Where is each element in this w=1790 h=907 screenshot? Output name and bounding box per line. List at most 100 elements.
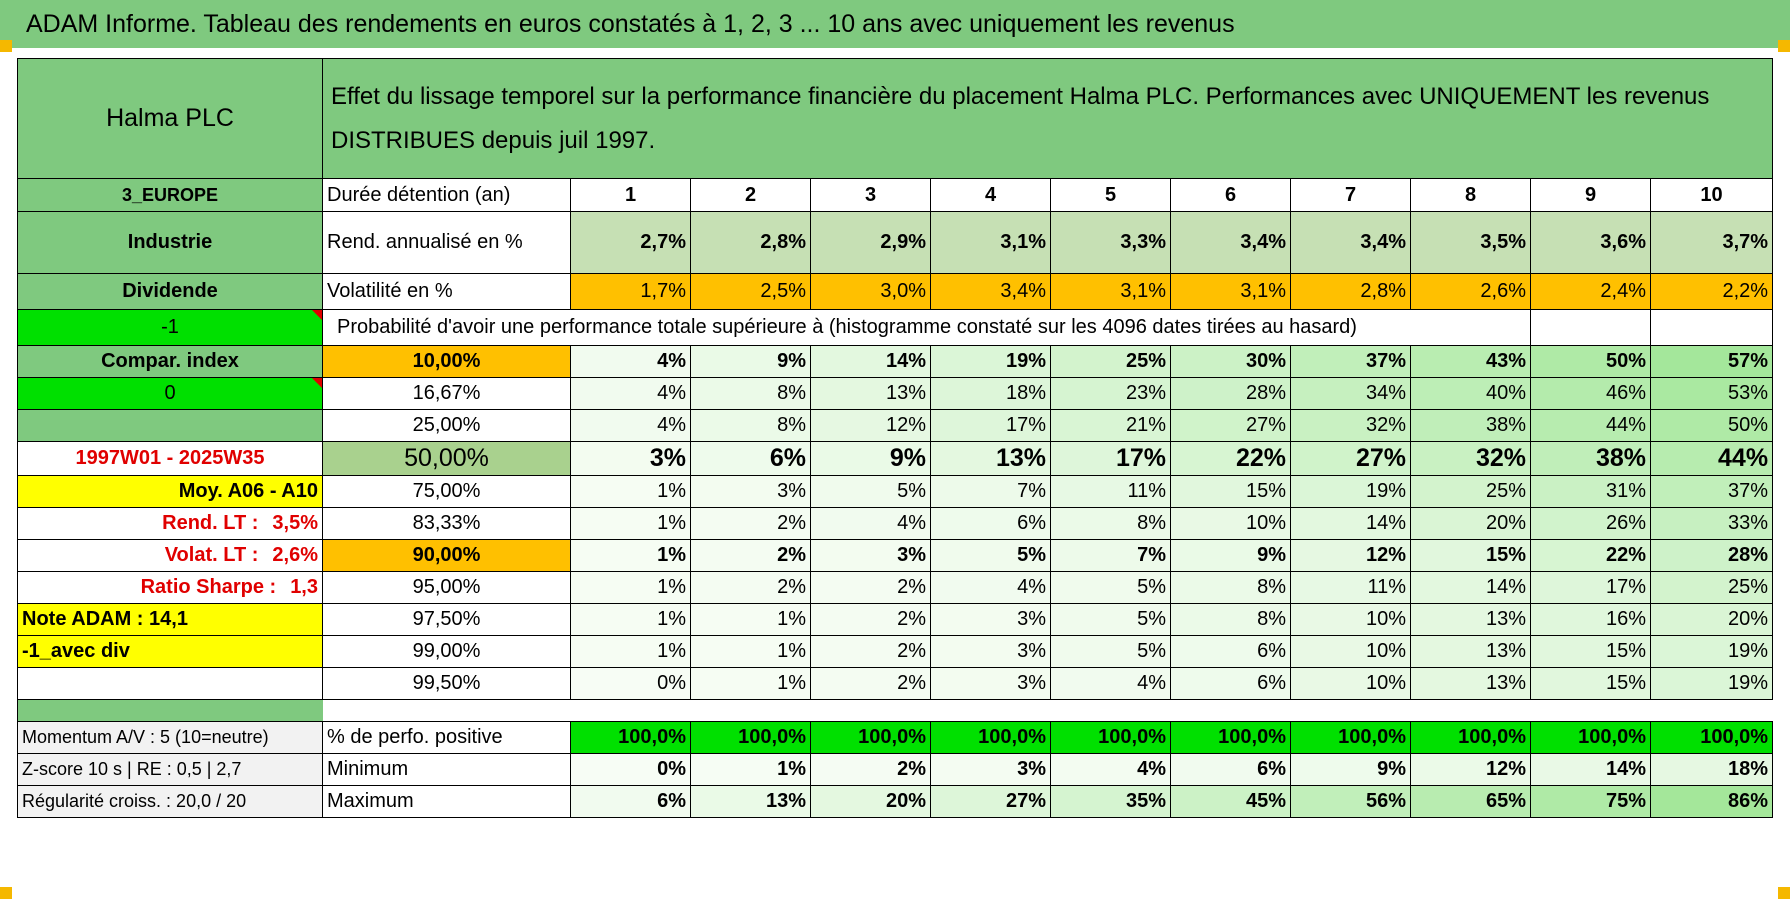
probability-value: 4% [570,377,691,410]
rend-lt-label-text: Rend. LT : [162,512,259,534]
performance-table: Halma PLC Effet du lissage temporel sur … [17,58,1774,818]
probability-value: 3% [690,475,811,508]
probability-value: 2% [810,603,931,636]
year-header: 4 [930,178,1051,212]
probability-value: 1% [570,603,691,636]
avec-div-label: -1_avec div [17,635,323,668]
spacer-cell [323,700,1773,722]
threshold-cell: 75,00% [322,475,571,508]
probability-value: 28% [1170,377,1291,410]
volat-value: 2,6% [1410,273,1531,310]
probability-value: 7% [1050,539,1171,572]
maximum-value: 35% [1050,785,1171,818]
probability-value: 9% [1170,539,1291,572]
probability-value: 4% [570,409,691,442]
probability-value: 33% [1649,507,1774,540]
corner-marker [1778,887,1790,899]
probability-value: 5% [1050,635,1171,668]
probability-value: 6% [930,507,1051,540]
probability-value: 9% [690,345,811,378]
probability-value: 18% [930,377,1051,410]
positive-value: 100,0% [1649,721,1774,754]
probability-value: 15% [1530,635,1651,668]
minimum-value: 1% [690,753,811,786]
volat-lt-label-text: Volat. LT : [164,544,259,566]
probability-value: 15% [1530,667,1651,700]
year-header: 5 [1050,178,1171,212]
year-header: 8 [1410,178,1531,212]
probability-value: 13% [930,441,1051,476]
year-header: 6 [1170,178,1291,212]
probability-value: 10% [1290,667,1411,700]
probability-value: 25% [1050,345,1171,378]
flag-cell-2[interactable]: 0 [17,377,323,410]
probability-value: 14% [1290,507,1411,540]
probability-value: 27% [1290,441,1411,476]
probability-value: 25% [1410,475,1531,508]
corner-marker [0,887,12,899]
rend-value: 3,5% [1410,211,1531,274]
minimum-value: 4% [1050,753,1171,786]
company-name: Halma PLC [17,58,323,179]
duree-label: Durée détention (an) [322,178,571,212]
probability-value: 6% [1170,635,1291,668]
probability-value: 3% [930,635,1051,668]
probability-value: 28% [1649,539,1774,572]
probability-value: 9% [810,441,931,476]
probability-value: 21% [1050,409,1171,442]
rend-value: 3,4% [1170,211,1291,274]
probability-value: 11% [1290,571,1411,604]
volat-value: 3,4% [930,273,1051,310]
threshold-cell: 83,33% [322,507,571,540]
rend-value: 2,9% [810,211,931,274]
threshold-cell: 10,00% [322,345,571,378]
volat-value: 3,0% [810,273,931,310]
probability-value: 32% [1290,409,1411,442]
minimum-value: 6% [1170,753,1291,786]
probability-value: 19% [1649,635,1774,668]
probability-value: 5% [1050,571,1171,604]
maximum-value: 27% [930,785,1051,818]
volat-value: 1,7% [570,273,691,310]
positive-value: 100,0% [690,721,811,754]
probability-value: 13% [1410,635,1531,668]
probability-value: 37% [1290,345,1411,378]
rend-lt-label: Rend. LT : 3,5% [17,507,323,540]
probability-value: 5% [1050,603,1171,636]
probability-value: 14% [810,345,931,378]
flag-cell-1[interactable]: -1 [17,309,323,346]
probability-value: 0% [570,667,691,700]
probability-value: 27% [1170,409,1291,442]
volat-label: Volatilité en % [322,273,571,310]
region-label: 3_EUROPE [17,178,323,212]
probability-value: 2% [690,571,811,604]
probability-value: 50% [1530,345,1651,378]
probability-value: 7% [930,475,1051,508]
moy-label: Moy. A06 - A10 [17,475,323,508]
probability-value: 2% [810,571,931,604]
minimum-value: 2% [810,753,931,786]
maximum-value: 6% [570,785,691,818]
sector-label: Industrie [17,211,323,274]
maximum-value: 45% [1170,785,1291,818]
volat-value: 2,2% [1649,273,1774,310]
stat-row-label: Minimum [322,753,571,786]
probability-value: 37% [1649,475,1774,508]
probability-value: 10% [1290,635,1411,668]
probability-value: 2% [810,635,931,668]
probability-value: 30% [1170,345,1291,378]
probability-label: Probabilité d'avoir une performance tota… [322,309,1531,346]
stat-row-label: Maximum [322,785,571,818]
rend-value: 3,4% [1290,211,1411,274]
probability-value: 2% [690,507,811,540]
sharpe-label-value: 1,3 [290,576,318,598]
probability-value: 3% [930,667,1051,700]
probability-value: 8% [690,409,811,442]
year-header: 10 [1649,178,1774,212]
year-header: 2 [690,178,811,212]
corner-marker [0,40,12,52]
probability-value: 43% [1410,345,1531,378]
minimum-value: 18% [1649,753,1774,786]
probability-value: 50% [1649,409,1774,442]
rend-value: 2,8% [690,211,811,274]
